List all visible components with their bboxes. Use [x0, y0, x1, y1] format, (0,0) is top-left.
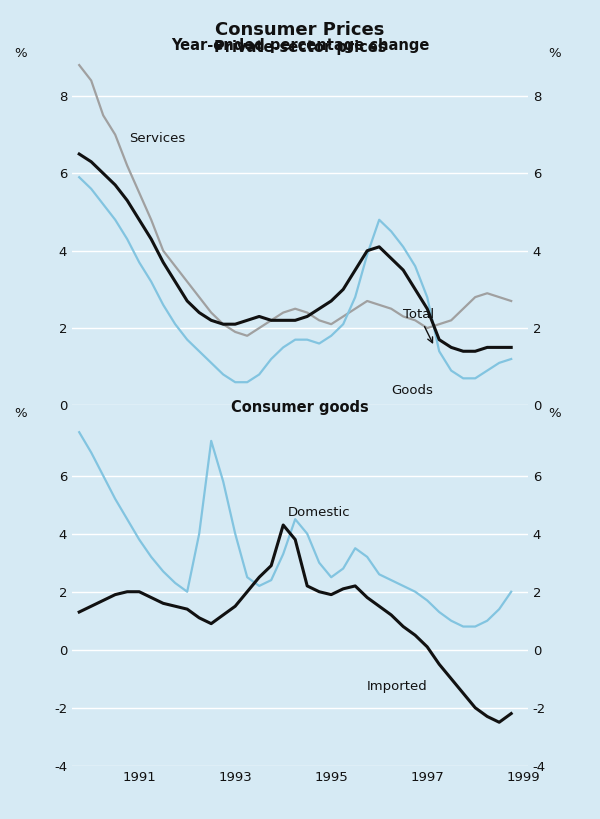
Text: Domestic: Domestic [288, 506, 350, 519]
Text: Services: Services [130, 133, 186, 146]
Text: Imported: Imported [367, 681, 428, 694]
Text: %: % [548, 47, 562, 60]
Text: Goods: Goods [391, 384, 433, 396]
Text: Total: Total [403, 309, 434, 342]
Text: %: % [548, 407, 562, 420]
Title: Consumer goods: Consumer goods [231, 400, 369, 415]
Text: Consumer Prices: Consumer Prices [215, 21, 385, 39]
Text: Year-ended percentage change: Year-ended percentage change [171, 38, 429, 52]
Title: Private-sector prices: Private-sector prices [214, 40, 386, 55]
Text: %: % [14, 47, 28, 60]
Text: %: % [14, 407, 28, 420]
